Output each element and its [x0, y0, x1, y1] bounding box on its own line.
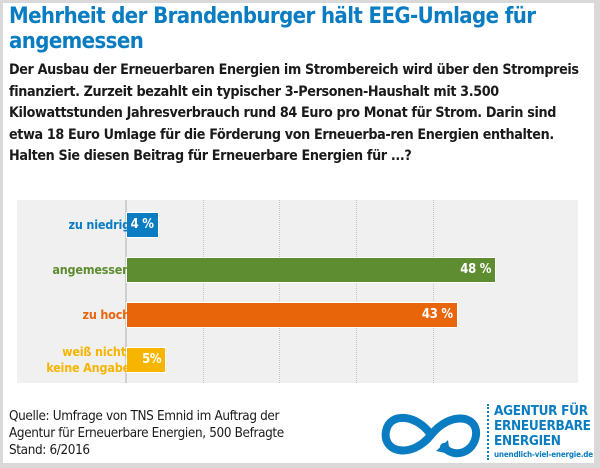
bar-value-label: 5% — [142, 352, 162, 367]
chart-axis-line — [125, 200, 127, 383]
category-label: angemessen — [52, 262, 130, 277]
infinity-icon — [381, 413, 480, 458]
source-date: Stand: 6/2016 — [9, 443, 90, 458]
source-note: Quelle: Umfrage von TNS Emnid im Auftrag… — [9, 408, 284, 459]
logo-url: unendlich-viel-energie.de — [494, 450, 593, 459]
logo-line-1: AGENTUR FÜR — [494, 403, 588, 419]
gridline — [432, 200, 434, 383]
gridline — [202, 200, 204, 383]
bar-2 — [127, 303, 457, 327]
gridline — [279, 200, 281, 383]
category-label: zu niedrig — [68, 217, 131, 232]
category-label: zu hoch — [82, 307, 131, 322]
survey-question: Der Ausbau der Erneuerbaren Energien im … — [9, 62, 579, 164]
bar-value-label: 4 % — [130, 217, 154, 232]
bar-value-label: 48 % — [460, 262, 492, 277]
source-line-2: Agentur für Erneuerbare Energien, 500 Be… — [9, 426, 284, 441]
logo-divider — [487, 404, 489, 460]
gridline — [356, 200, 358, 383]
logo-wordmark: AGENTUR FÜR ERNEUERBARE ENERGIEN — [494, 404, 591, 449]
category-label: weiß nicht, keine Angabe — [46, 344, 130, 375]
bar-value-label: 43 % — [421, 307, 453, 322]
bar-3 — [127, 348, 166, 372]
chart-panel — [17, 200, 578, 383]
bar-0 — [127, 213, 158, 237]
source-line-1: Quelle: Umfrage von TNS Emnid im Auftrag… — [9, 409, 280, 424]
logo-line-3: ENERGIEN — [494, 433, 561, 449]
page-title: Mehrheit der Brandenburger hält EEG-Umla… — [9, 4, 536, 54]
logo-line-2: ERNEUERBARE — [494, 418, 591, 434]
bar-1 — [127, 258, 496, 282]
